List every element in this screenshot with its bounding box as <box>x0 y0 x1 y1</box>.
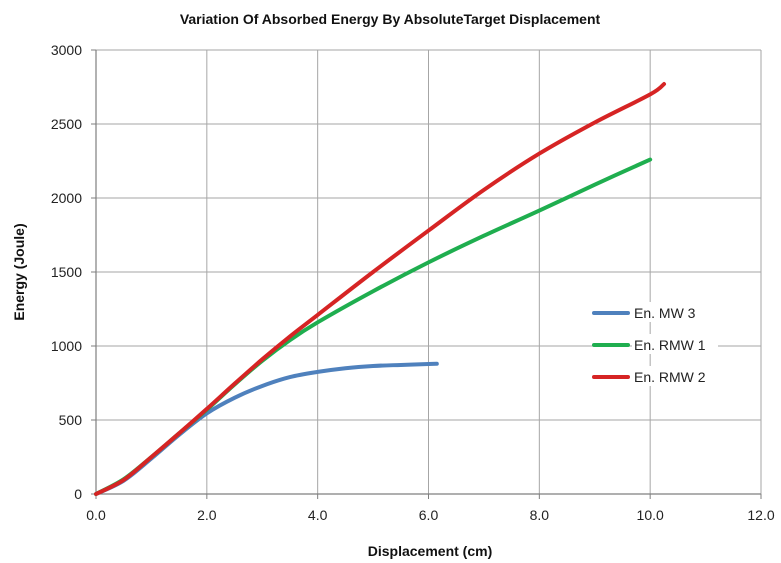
x-tick-label: 2.0 <box>197 507 217 523</box>
y-tick-label: 2000 <box>51 190 82 206</box>
chart-title: Variation Of Absorbed Energy By Absolute… <box>180 11 601 27</box>
y-tick-label: 0 <box>74 486 82 502</box>
y-tick-label: 1500 <box>51 264 82 280</box>
legend-label: En. RMW 2 <box>634 369 706 385</box>
legend-label: En. RMW 1 <box>634 337 706 353</box>
x-tick-label: 12.0 <box>747 507 774 523</box>
x-tick-label: 8.0 <box>530 507 550 523</box>
y-tick-label: 3000 <box>51 42 82 58</box>
x-tick-label: 4.0 <box>308 507 328 523</box>
y-tick-label: 1000 <box>51 338 82 354</box>
x-tick-label: 6.0 <box>419 507 439 523</box>
y-axis-title: Energy (Joule) <box>11 223 27 320</box>
x-axis-title: Displacement (cm) <box>368 543 492 559</box>
legend-label: En. MW 3 <box>634 305 696 321</box>
x-tick-label: 10.0 <box>637 507 664 523</box>
x-tick-label: 0.0 <box>86 507 106 523</box>
y-tick-label: 500 <box>59 412 83 428</box>
y-tick-label: 2500 <box>51 116 82 132</box>
